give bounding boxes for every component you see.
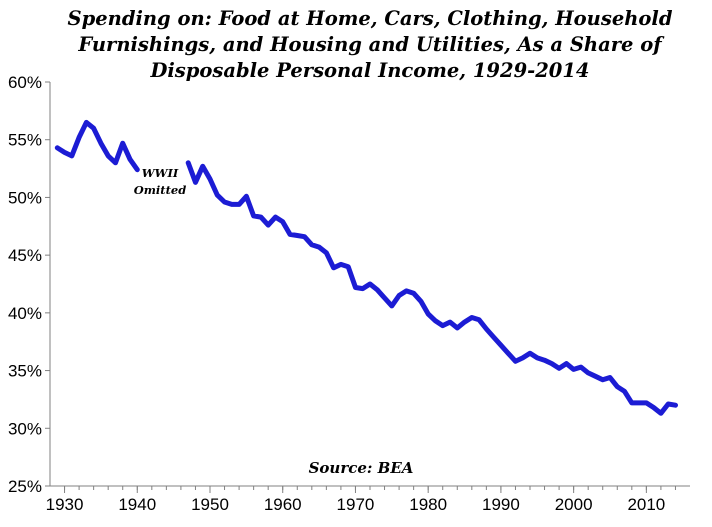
y-tick-label: 40% [8,304,42,323]
x-tick-label: 1960 [264,495,302,514]
y-tick-label: 30% [8,419,42,438]
series-line [54,119,678,416]
x-tick-label: 2000 [555,495,593,514]
x-tick-label: 2010 [627,495,665,514]
chart-title-line-1: Spending on: Food at Home, Cars, Clothin… [68,7,673,30]
x-tick-label: 1980 [409,495,447,514]
y-tick-label: 25% [8,477,42,496]
x-tick-label: 1950 [191,495,229,514]
chart-title-line-3: Disposable Personal Income, 1929-2014 [149,59,589,82]
y-tick-label: 50% [8,188,42,207]
chart-title: Spending on: Food at Home, Cars, Clothin… [68,7,673,82]
wwii-annotation: WWII Omitted [134,166,187,197]
series-segment-1 [54,119,140,173]
y-tick-label: 55% [8,131,42,150]
y-tick-label: 45% [8,246,42,265]
y-tick-label: 35% [8,362,42,381]
x-tick-label: 1930 [46,495,84,514]
x-tick-label: 1970 [337,495,375,514]
axes: 25% 30% 35% 40% 45% 50% 55% 60% 1930 1940 1950 1960… [8,73,690,514]
y-tick-label: 60% [8,73,42,92]
x-tick-label: 1990 [482,495,520,514]
chart-title-line-2: Furnishings, and Housing and Utilities, … [77,33,665,56]
series-segment-2 [185,160,678,416]
annotation-line-2: Omitted [134,183,187,197]
annotation-line-1: WWII [142,166,179,180]
x-tick-label: 1940 [118,495,156,514]
source-note: Source: BEA [309,459,414,477]
